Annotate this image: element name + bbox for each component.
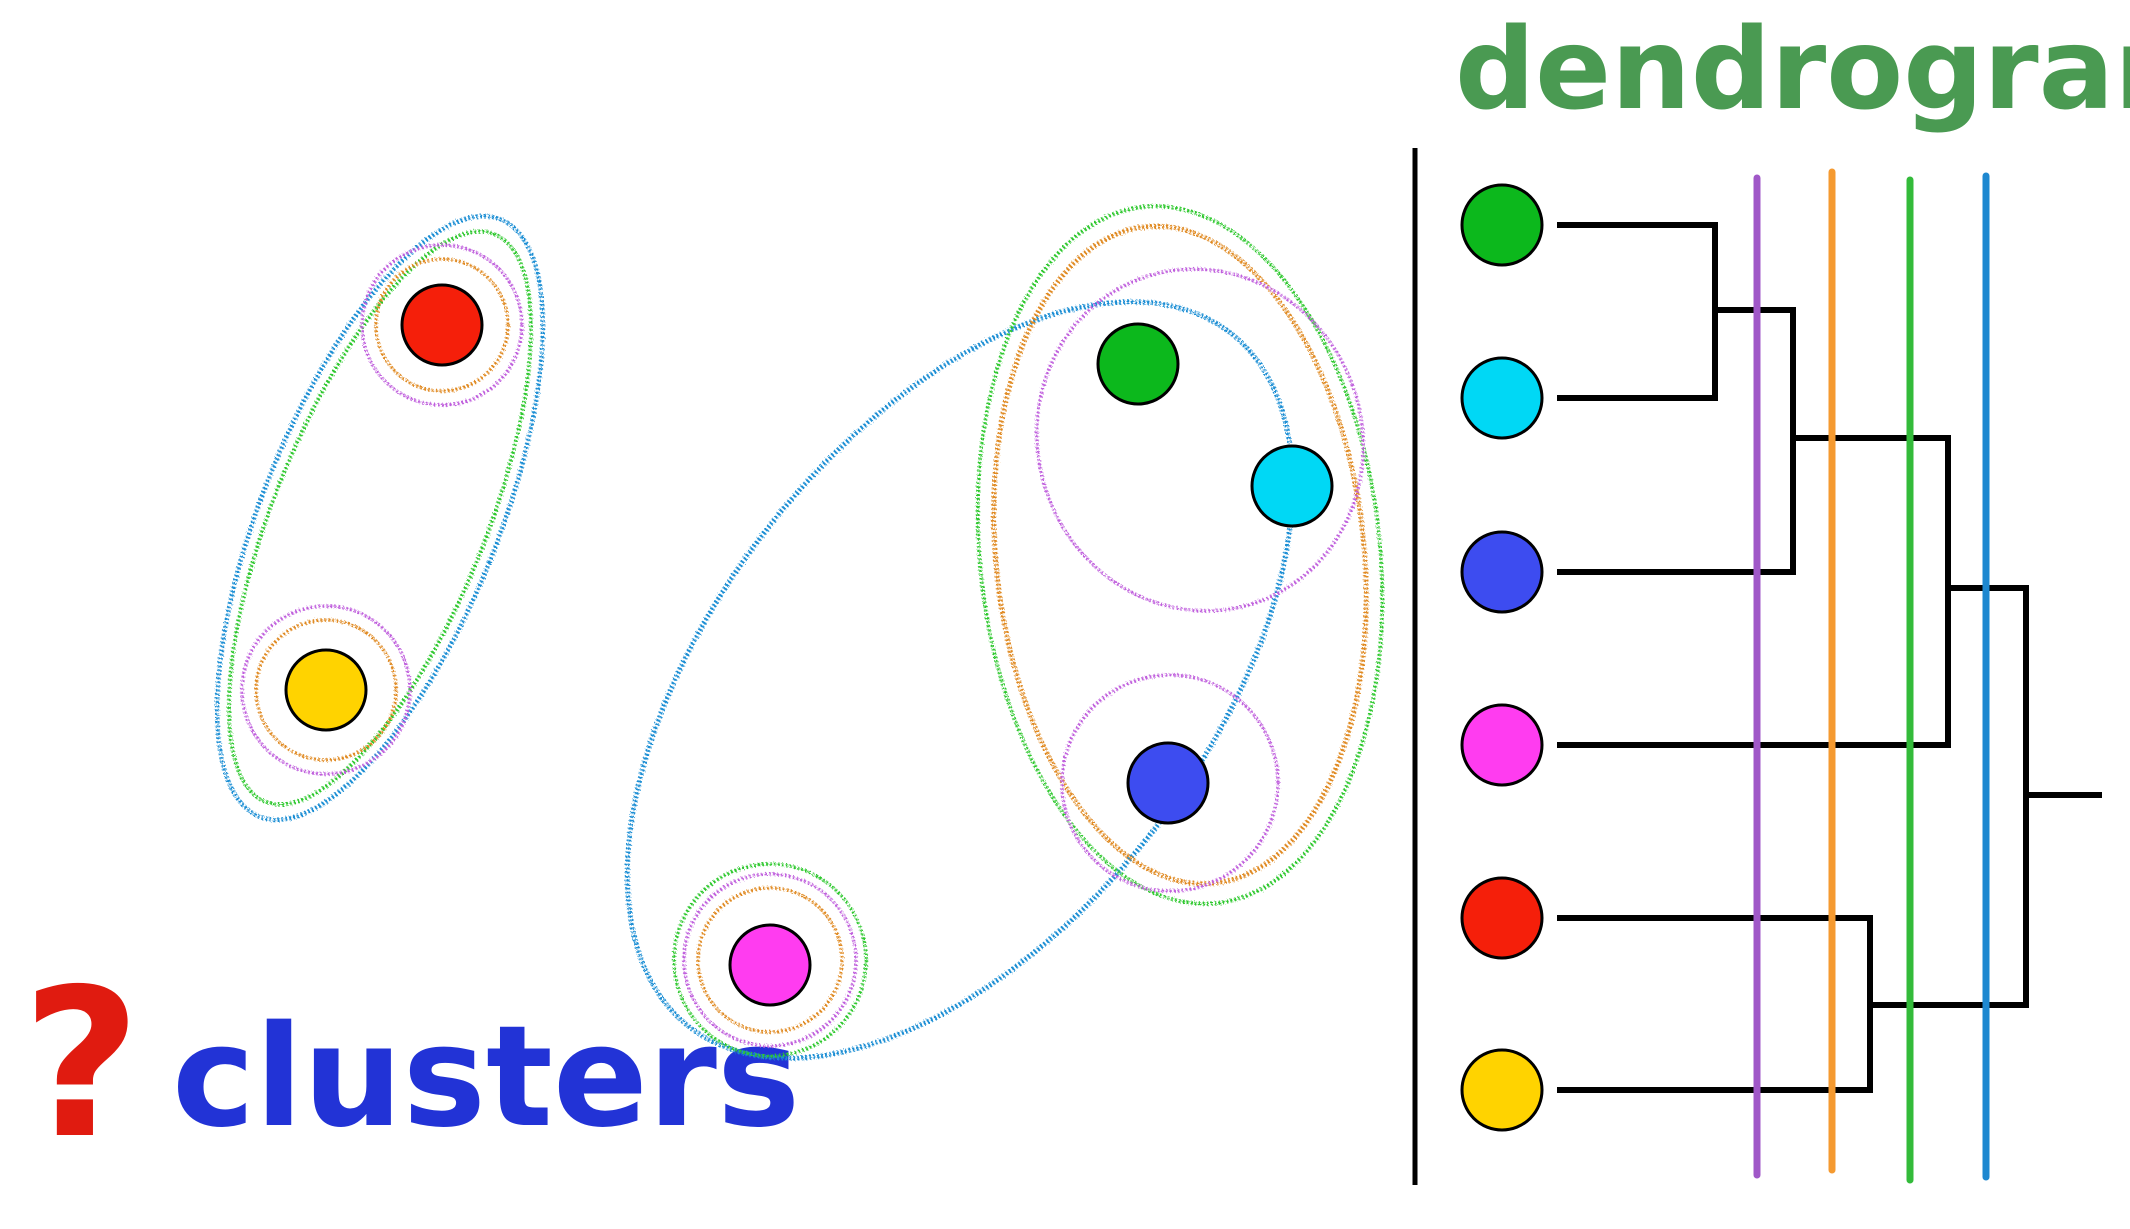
ring-mid-orange [991, 223, 1369, 887]
branch-red-yellow [1557, 915, 1873, 1093]
ring-magenta-purple [682, 872, 858, 1048]
cluster-rings [214, 204, 1385, 1061]
ring-left-green [227, 229, 533, 807]
point-cyan [1250, 444, 1334, 528]
ring-mid-blue [624, 299, 1296, 1061]
ring-mid-green [975, 204, 1385, 906]
clusters-label: clusters [172, 996, 800, 1159]
leaf-green [1460, 183, 1544, 267]
point-blue [1126, 741, 1210, 825]
point-yellow [284, 648, 368, 732]
ring-blue-purple [1060, 673, 1280, 893]
ring-magenta-orange [696, 886, 844, 1034]
scatter-points [284, 283, 1334, 1007]
ring-yellow-orange [254, 618, 398, 762]
ring-green-cyan-purple [1035, 267, 1365, 613]
ring-red-orange [374, 257, 510, 393]
ring-yellow-purple [240, 604, 412, 776]
leaf-magenta [1460, 703, 1544, 787]
point-magenta [728, 923, 812, 1007]
point-red [400, 283, 484, 367]
ring-left-blue [214, 213, 546, 823]
leaf-red [1460, 876, 1544, 960]
branch-green-cyan [1557, 222, 1718, 401]
branch-gcb-magenta [1557, 435, 1951, 748]
question-mark-icon: ? [22, 946, 141, 1184]
leaf-blue [1460, 530, 1544, 614]
dendrogram-leaves [1460, 183, 1544, 1132]
dendrogram-title: dendrogram [1455, 5, 2130, 135]
dendrogram-cut-lines [1753, 168, 1990, 1184]
ring-magenta-green [672, 862, 868, 1058]
point-green [1096, 322, 1180, 406]
ring-red-purple [360, 243, 524, 407]
leaf-cyan [1460, 356, 1544, 440]
leaf-yellow [1460, 1048, 1544, 1132]
